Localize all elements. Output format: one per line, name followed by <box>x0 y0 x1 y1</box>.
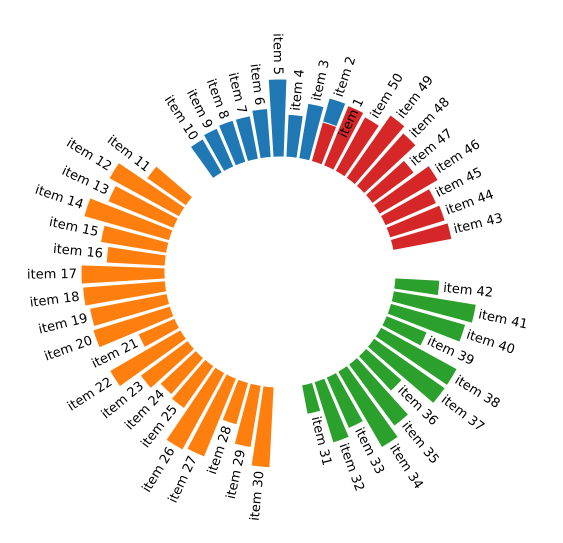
bar-label-3: item 3 <box>309 58 332 102</box>
bar-26 <box>165 366 226 451</box>
bar-label-29: item 29 <box>224 448 249 500</box>
bar-29 <box>233 382 262 449</box>
bar-22 <box>108 328 188 388</box>
bar-33 <box>325 371 365 430</box>
bar-4 <box>285 113 304 159</box>
bar-label-14: item 14 <box>33 183 85 213</box>
bar-3 <box>298 102 325 162</box>
bar-8 <box>217 119 247 167</box>
bar-15 <box>99 224 170 254</box>
bar-label-42: item 42 <box>442 281 493 301</box>
bar-17 <box>80 264 166 285</box>
bar-20 <box>92 305 175 349</box>
bar-label-2: item 2 <box>332 55 360 99</box>
bar-37 <box>366 337 446 405</box>
bar-50 <box>334 116 381 178</box>
bar-10 <box>189 138 224 180</box>
bar-9 <box>202 127 235 173</box>
bar-label-17: item 17 <box>27 267 77 283</box>
bar-36 <box>357 347 403 393</box>
bar-48 <box>355 132 417 195</box>
bar-5 <box>267 78 288 158</box>
bar-19 <box>88 292 171 328</box>
bar-45 <box>379 187 438 227</box>
bar-label-41: item 41 <box>477 307 529 332</box>
bar-44 <box>385 204 446 239</box>
bar-24 <box>159 349 205 396</box>
bar-31 <box>300 381 322 416</box>
bar-11 <box>145 165 194 207</box>
bar-39 <box>381 314 428 347</box>
bar-label-16: item 16 <box>52 242 103 262</box>
bar-42 <box>393 277 441 297</box>
bar-16 <box>105 245 167 267</box>
bar-23 <box>139 339 196 390</box>
bar-40 <box>386 302 467 343</box>
bar-label-4: item 4 <box>289 68 308 111</box>
bar-label-5: item 5 <box>270 33 286 75</box>
bar-13 <box>107 184 179 230</box>
bar-14 <box>83 197 174 242</box>
bar-35 <box>347 356 410 427</box>
bar-47 <box>364 159 415 205</box>
bar-46 <box>372 164 440 216</box>
bar-label-6: item 6 <box>246 63 266 106</box>
bar-label-19: item 19 <box>37 311 89 337</box>
bar-43 <box>389 222 453 252</box>
bar-51 <box>322 104 365 171</box>
bar-7 <box>234 115 260 163</box>
bars-layer <box>80 78 477 469</box>
bar-label-43: item 43 <box>452 211 504 237</box>
bar-38 <box>374 326 458 387</box>
bar-21 <box>137 317 181 349</box>
bar-32 <box>313 377 350 444</box>
bar-18 <box>82 280 168 307</box>
bar-28 <box>221 378 250 426</box>
bar-label-18: item 18 <box>29 290 81 311</box>
bar-27 <box>186 373 238 458</box>
bar-25 <box>170 358 215 410</box>
bar-30 <box>250 385 275 469</box>
bar-label-30: item 30 <box>248 470 268 521</box>
bar-34 <box>336 364 399 449</box>
bar-49 <box>345 114 406 186</box>
bar-label-20: item 20 <box>42 333 94 364</box>
bar-12 <box>108 161 186 218</box>
bar-41 <box>390 290 477 324</box>
bar-52 <box>310 121 338 166</box>
bar-6 <box>251 107 272 160</box>
